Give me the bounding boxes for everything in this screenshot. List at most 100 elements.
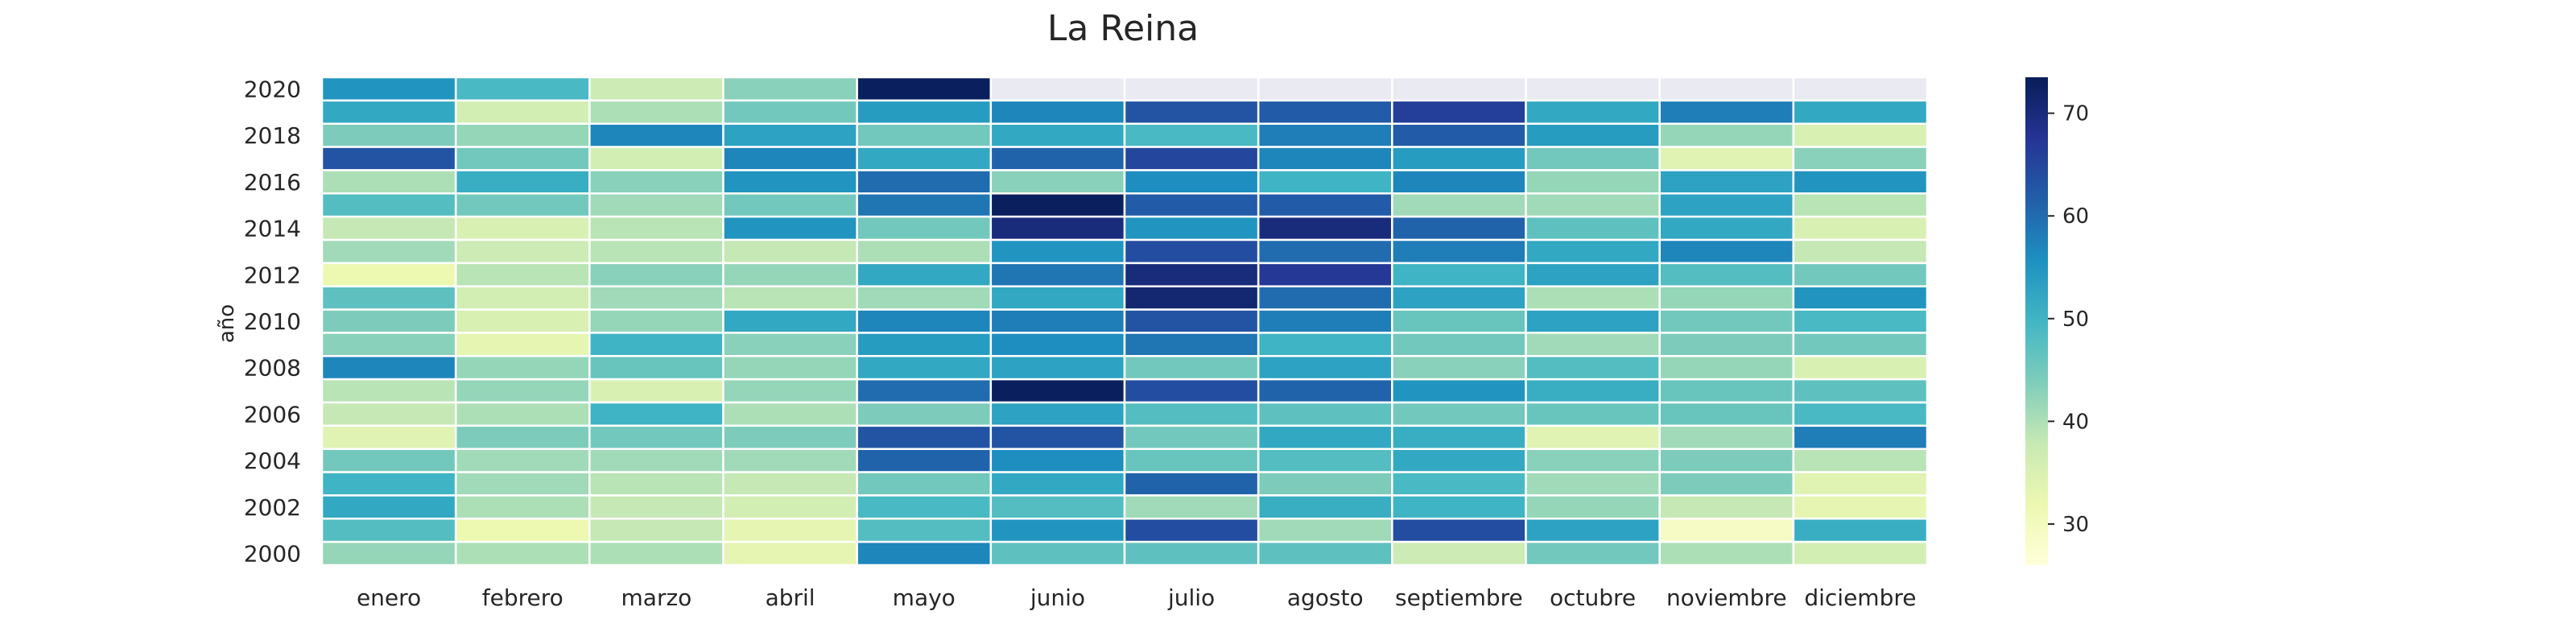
heatmap-cell-2011-mayo xyxy=(856,285,993,311)
heatmap-cell-2000-abril xyxy=(722,540,858,567)
heatmap-cell-2005-junio xyxy=(989,424,1126,450)
heatmap-cell-2012-octubre xyxy=(1525,262,1661,287)
heatmap-cells xyxy=(320,76,1929,567)
heatmap-cell-2011-septiembre xyxy=(1391,285,1527,311)
heatmap-cell-2003-agosto xyxy=(1257,471,1393,497)
heatmap-cell-2000-noviembre xyxy=(1658,540,1795,567)
heatmap-cell-2000-febrero xyxy=(454,540,591,567)
heatmap-cell-2020-octubre xyxy=(1525,76,1661,102)
colorbar-tick-label: 40 xyxy=(2062,410,2089,434)
heatmap-cell-2017-enero xyxy=(320,146,457,171)
heatmap-cell-2007-septiembre xyxy=(1391,378,1527,404)
heatmap-cell-2020-febrero xyxy=(454,76,591,102)
heatmap-cell-2007-marzo xyxy=(588,378,724,404)
heatmap-cell-2016-enero xyxy=(320,169,457,195)
heatmap-cell-2001-septiembre xyxy=(1391,518,1527,543)
heatmap-cell-2020-marzo xyxy=(588,76,724,102)
heatmap-cell-2018-enero xyxy=(320,122,457,148)
heatmap-cell-2002-mayo xyxy=(856,494,993,520)
heatmap-cell-2002-julio xyxy=(1123,494,1260,520)
heatmap-cell-2015-octubre xyxy=(1525,192,1661,218)
heatmap-cell-2011-diciembre xyxy=(1792,285,1929,311)
heatmap-cell-2011-abril xyxy=(722,285,858,311)
heatmap-cell-2012-noviembre xyxy=(1658,262,1795,287)
heatmap-cell-2001-marzo xyxy=(588,518,724,543)
heatmap-cell-2001-junio xyxy=(989,518,1126,543)
heatmap-cell-2010-octubre xyxy=(1525,308,1661,334)
heatmap-cell-2016-octubre xyxy=(1525,169,1661,195)
heatmap-cell-2009-septiembre xyxy=(1391,332,1527,357)
heatmap-cell-2002-junio xyxy=(989,494,1126,520)
y-tick-label: 2008 xyxy=(244,355,301,382)
heatmap-cell-2001-enero xyxy=(320,518,457,543)
heatmap-cell-2008-mayo xyxy=(856,355,993,381)
heatmap-cell-2010-junio xyxy=(989,308,1126,334)
heatmap-cell-2014-mayo xyxy=(856,215,993,242)
heatmap-cell-2019-diciembre xyxy=(1792,99,1929,125)
heatmap-cell-2010-mayo xyxy=(856,308,993,334)
heatmap-cell-2005-diciembre xyxy=(1792,424,1929,450)
heatmap-cell-2010-marzo xyxy=(588,308,724,334)
heatmap-cell-2019-julio xyxy=(1123,99,1260,125)
y-tick-label: 2010 xyxy=(244,308,301,335)
heatmap-cell-2015-septiembre xyxy=(1391,192,1527,218)
heatmap-cell-2007-noviembre xyxy=(1658,378,1795,404)
heatmap-cell-2002-septiembre xyxy=(1391,494,1527,520)
heatmap-cell-2006-mayo xyxy=(856,401,993,427)
heatmap-cell-2010-enero xyxy=(320,308,457,334)
y-tick-label: 2002 xyxy=(244,494,301,521)
heatmap-cell-2007-octubre xyxy=(1525,378,1661,404)
heatmap-cell-2013-octubre xyxy=(1525,238,1661,265)
heatmap-cell-2016-febrero xyxy=(454,169,591,195)
heatmap-cell-2004-agosto xyxy=(1257,448,1393,473)
heatmap-cell-2013-julio xyxy=(1123,238,1260,265)
heatmap-cell-2014-noviembre xyxy=(1658,215,1795,242)
heatmap-cell-2011-febrero xyxy=(454,285,591,311)
heatmap-cell-2017-noviembre xyxy=(1658,146,1795,171)
heatmap-cell-2003-diciembre xyxy=(1792,471,1929,497)
heatmap-cell-2005-agosto xyxy=(1257,424,1393,450)
heatmap-cell-2001-octubre xyxy=(1525,518,1661,543)
heatmap-cell-2007-enero xyxy=(320,378,457,404)
x-tick-label: noviembre xyxy=(1666,584,1787,611)
heatmap-cell-2015-agosto xyxy=(1257,192,1393,218)
heatmap-cell-2014-junio xyxy=(989,215,1126,242)
heatmap-cell-2004-septiembre xyxy=(1391,448,1527,473)
heatmap-cell-2018-mayo xyxy=(856,122,993,148)
heatmap-cell-2000-septiembre xyxy=(1391,540,1527,567)
heatmap-cell-2018-junio xyxy=(989,122,1126,148)
y-tick-label: 2020 xyxy=(244,76,301,102)
heatmap-cell-2003-marzo xyxy=(588,471,724,497)
heatmap-cell-2002-abril xyxy=(722,494,858,520)
x-tick-label: septiembre xyxy=(1395,584,1523,611)
heatmap-cell-2014-febrero xyxy=(454,215,591,242)
heatmap-cell-2012-diciembre xyxy=(1792,262,1929,287)
heatmap-cell-2002-enero xyxy=(320,494,457,520)
heatmap-cell-2005-abril xyxy=(722,424,858,450)
heatmap-cell-2003-julio xyxy=(1123,471,1260,497)
heatmap-cell-2004-diciembre xyxy=(1792,448,1929,473)
heatmap-cell-2001-noviembre xyxy=(1658,518,1795,543)
colorbar xyxy=(2025,77,2048,565)
heatmap-cell-2018-febrero xyxy=(454,122,591,148)
heatmap-cell-2016-abril xyxy=(722,169,858,195)
heatmap-cell-2008-abril xyxy=(722,355,858,381)
heatmap-cell-2019-marzo xyxy=(588,99,724,125)
heatmap-cell-2003-enero xyxy=(320,471,457,497)
heatmap-cell-2005-mayo xyxy=(856,424,993,450)
heatmap-cell-2011-junio xyxy=(989,285,1126,311)
heatmap-cell-2003-abril xyxy=(722,471,858,497)
heatmap-cell-2012-septiembre xyxy=(1391,262,1527,287)
heatmap-cell-2008-octubre xyxy=(1525,355,1661,381)
heatmap-cell-2014-octubre xyxy=(1525,215,1661,242)
x-tick-label: enero xyxy=(357,584,421,611)
x-tick-label: marzo xyxy=(621,584,692,611)
heatmap-cell-2013-enero xyxy=(320,238,457,265)
heatmap-cell-2016-diciembre xyxy=(1792,169,1929,195)
heatmap-cell-2007-abril xyxy=(722,378,858,404)
heatmap-cell-2008-febrero xyxy=(454,355,591,381)
heatmap-cell-2016-junio xyxy=(989,169,1126,195)
heatmap-cell-2010-febrero xyxy=(454,308,591,334)
heatmap-cell-2006-octubre xyxy=(1525,401,1661,427)
